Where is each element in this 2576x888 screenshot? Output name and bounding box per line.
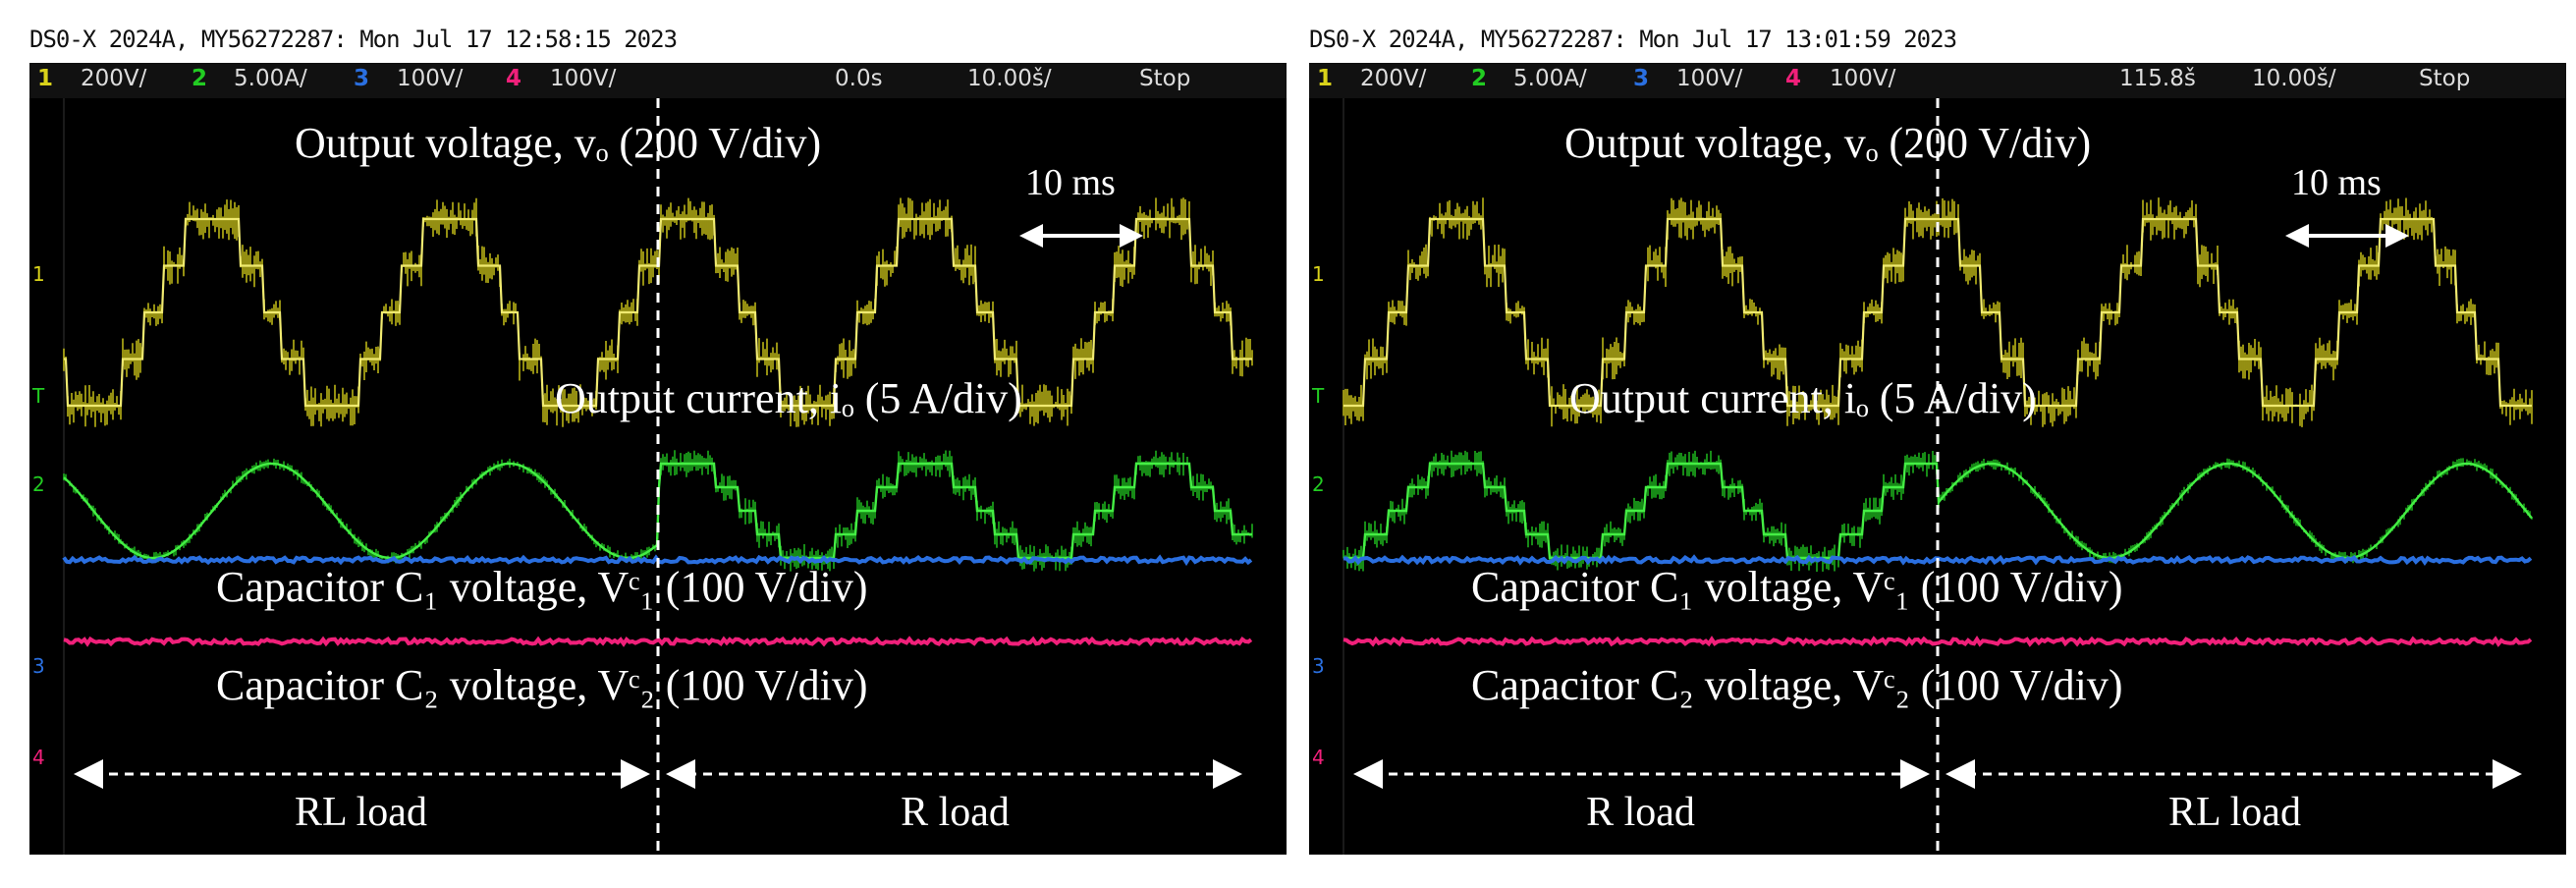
ch2-trace [1343, 462, 2533, 560]
time-offset: 0.0s [835, 66, 883, 91]
time-scale-label: 10 ms [1025, 162, 1116, 203]
channel-marker-4: 4 [1312, 746, 1325, 769]
status-bar: 1 200V/ 2 5.00A/ 3 100V/ 4 100V/ 0.0s 10… [29, 63, 1287, 98]
ch1-scale: 200V/ [81, 66, 147, 91]
ch4-scale: 100V/ [1830, 66, 1896, 91]
ch4-number: 4 [1785, 66, 1802, 91]
channel-marker-2: 2 [32, 472, 45, 496]
ch1-number: 1 [1317, 66, 1334, 91]
scope-panel-right: DS0-X 2024A, MY56272287: Mon Jul 17 13:0… [1309, 0, 2566, 864]
left-load-arrowhead-right [621, 759, 650, 789]
ch1-trace [1343, 217, 2532, 408]
ch1-number: 1 [37, 66, 54, 91]
output-current-label: Output current, iₒ (5 A/div) [1569, 374, 2037, 422]
time-scale-arrowhead-right [1120, 224, 1143, 248]
scope-header: DS0-X 2024A, MY56272287: Mon Jul 17 12:5… [29, 26, 678, 53]
vc1-label: Capacitor C₁ voltage, Vᶜ₁ (100 V/div) [1471, 563, 2123, 611]
ch4-scale: 100V/ [550, 66, 617, 91]
waveform-plot: 1 T 2 3 4 Output voltage, vₒ (200 V/div) Outpu… [31, 98, 1253, 855]
ch3-scale: 100V/ [1676, 66, 1743, 91]
vc2-label: Capacitor C₂ voltage, Vᶜ₂ (100 V/div) [216, 661, 868, 709]
right-load-arrowhead-right [1213, 759, 1242, 789]
output-current-label: Output current, iₒ (5 A/div) [555, 374, 1022, 422]
right-load-label: R load [901, 790, 1010, 835]
right-load-arrowhead-left [666, 759, 695, 789]
channel-marker-T: T [31, 384, 45, 408]
output-voltage-label: Output voltage, vₒ (200 V/div) [295, 119, 821, 167]
ch2-number: 2 [192, 66, 208, 91]
status-bar: 1 200V/ 2 5.00A/ 3 100V/ 4 100V/ 115.8š … [1309, 63, 2566, 98]
ch1-pwm-band [1343, 197, 2533, 427]
scope-header: DS0-X 2024A, MY56272287: Mon Jul 17 13:0… [1309, 26, 1957, 53]
left-load-arrowhead-right [1900, 759, 1930, 789]
channel-marker-3: 3 [32, 654, 45, 678]
right-load-arrowhead-right [2493, 759, 2522, 789]
channel-marker-1: 1 [32, 262, 45, 286]
left-load-arrowhead-left [1353, 759, 1383, 789]
ch3-scale: 100V/ [397, 66, 464, 91]
time-scale-arrowhead-left [1019, 224, 1043, 248]
left-load-label: RL load [295, 790, 427, 835]
ch4-number: 4 [506, 66, 522, 91]
channel-marker-3: 3 [1312, 654, 1325, 678]
time-scale-arrowhead-right [2385, 224, 2409, 248]
scope-screen: 1 T 2 3 4 Output voltage, vₒ (200 V/div) Outpu… [29, 98, 1287, 855]
ch3-number: 3 [354, 66, 370, 91]
time-offset: 115.8š [2119, 66, 2196, 91]
right-load-arrowhead-left [1946, 759, 1975, 789]
output-voltage-label: Output voltage, vₒ (200 V/div) [1564, 119, 2091, 167]
ch3-number: 3 [1633, 66, 1650, 91]
left-load-label: R load [1586, 790, 1695, 835]
channel-marker-T: T [1311, 384, 1325, 408]
time-scale-arrowhead-left [2285, 224, 2309, 248]
ch4-trace [1343, 636, 2533, 647]
channel-marker-2: 2 [1312, 472, 1325, 496]
run-state: Stop [2419, 66, 2471, 91]
run-state: Stop [1139, 66, 1191, 91]
ch2-scale: 5.00A/ [234, 66, 307, 91]
left-load-arrowhead-left [74, 759, 103, 789]
time-div: 10.00š/ [2252, 66, 2336, 91]
scope-panel-left: DS0-X 2024A, MY56272287: Mon Jul 17 12:5… [29, 0, 1287, 864]
vc2-label: Capacitor C₂ voltage, Vᶜ₂ (100 V/div) [1471, 661, 2123, 709]
scope-screen: 1 T 2 3 4 Output voltage, vₒ (200 V/div) Outpu… [1309, 98, 2566, 855]
ch2-scale: 5.00A/ [1513, 66, 1587, 91]
channel-marker-4: 4 [32, 746, 45, 769]
vc1-label: Capacitor C₁ voltage, Vᶜ₁ (100 V/div) [216, 563, 868, 611]
time-scale-label: 10 ms [2291, 162, 2382, 203]
channel-marker-1: 1 [1312, 262, 1325, 286]
ch4-trace [63, 636, 1253, 647]
waveform-plot: 1 T 2 3 4 Output voltage, vₒ (200 V/div) Outpu… [1311, 98, 2533, 855]
ch1-scale: 200V/ [1360, 66, 1427, 91]
time-div: 10.00š/ [967, 66, 1052, 91]
ch2-trace [63, 462, 1252, 560]
ch2-number: 2 [1471, 66, 1488, 91]
right-load-label: RL load [2168, 790, 2301, 835]
